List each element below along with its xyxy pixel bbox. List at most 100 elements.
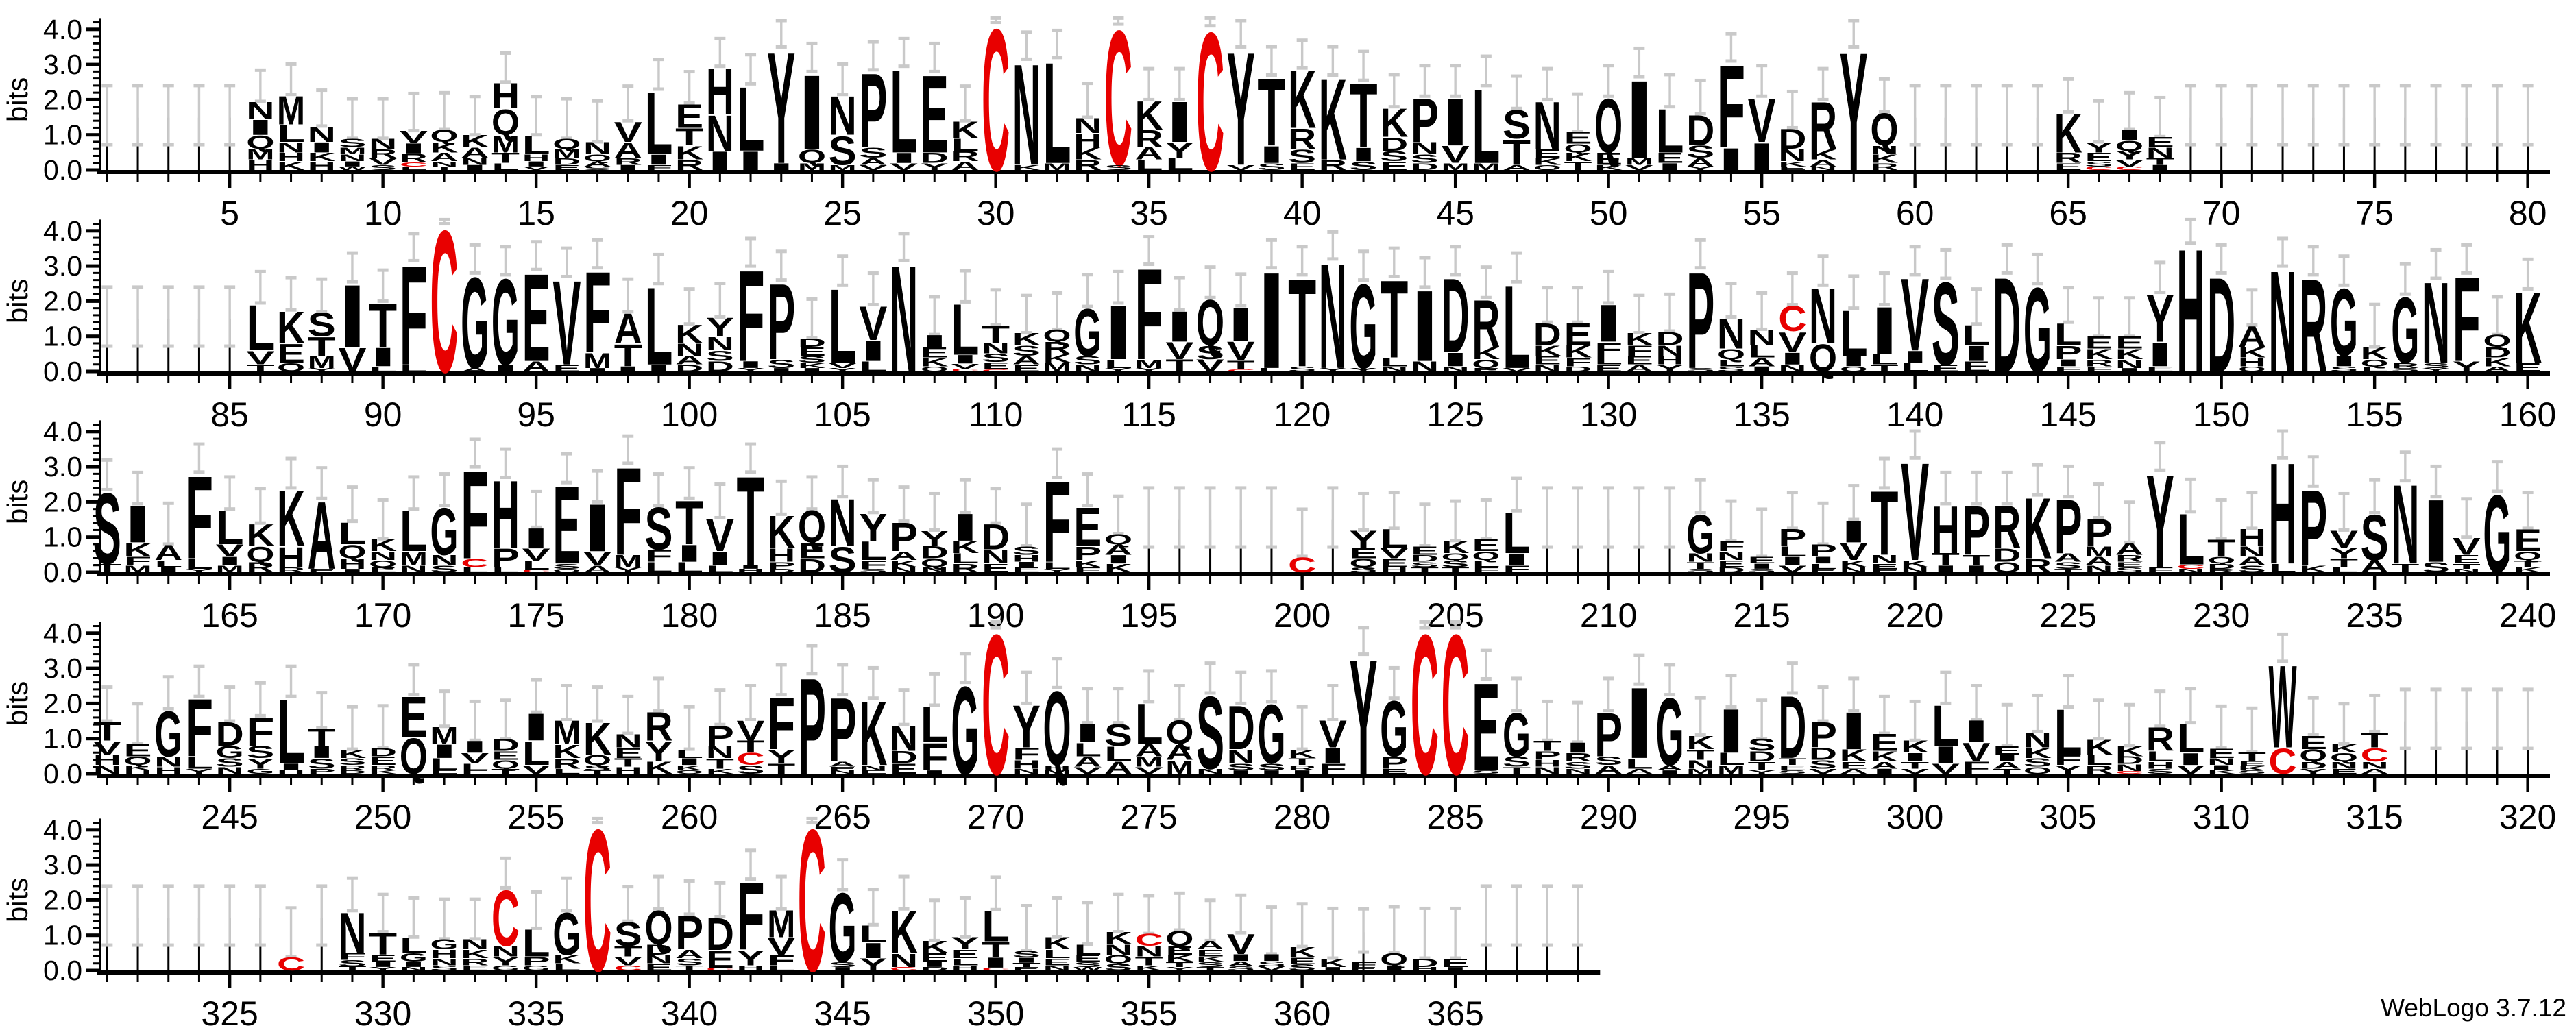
residue-Y-pos-58: Y: [1840, 18, 1868, 206]
residue-A-pos-290: A: [1594, 763, 1623, 776]
residue-T-pos-329: T: [338, 966, 366, 972]
residue-L-pos-180: L: [675, 559, 703, 576]
residue-G-pos-336: G: [552, 900, 581, 968]
residue-K-pos-189: K: [951, 538, 980, 557]
residue-C-pos-270: C: [982, 593, 1010, 817]
residue-K-pos-348: K: [921, 938, 949, 957]
residue-H-pos-332: H: [430, 947, 459, 961]
residue-Y-pos-28: Y: [921, 162, 949, 173]
residue-C-pos-34: C: [1104, 0, 1132, 206]
residue-L-pos-29: L: [951, 136, 979, 155]
residue-D-pos-204: D: [1411, 553, 1439, 564]
residue-T-pos-225: T: [2054, 568, 2082, 574]
residue-Y-pos-346: Y: [859, 955, 887, 975]
residue-V-pos-165: V: [216, 541, 245, 561]
residue-T-pos-351: T: [1012, 962, 1041, 968]
residue-I-pos-273: I: [1073, 719, 1102, 748]
residue-V-pos-181: V: [706, 510, 734, 561]
residue-N-pos-261: N: [706, 743, 734, 762]
residue-K-pos-126: K: [1472, 344, 1500, 363]
residue-S-pos-308: S: [2146, 768, 2174, 776]
residue-T-pos-222: T: [1963, 552, 1991, 568]
residue-L-pos-306: L: [2085, 752, 2113, 768]
residue-Q-pos-151: Q: [2238, 365, 2266, 374]
residue-Y-pos-132: Y: [1656, 363, 1684, 374]
svg-text:300: 300: [1886, 798, 1943, 836]
residue-F-pos-54: F: [1717, 40, 1745, 173]
residue-L-pos-105: L: [829, 267, 857, 385]
residue-Q-pos-108: Q: [921, 365, 949, 374]
residue-K-pos-233: K: [2299, 564, 2327, 575]
svg-text:170: 170: [354, 596, 411, 635]
residue-E-pos-66: E: [2085, 150, 2113, 164]
residue-M-pos-115: M: [1135, 357, 1163, 371]
residue-S-pos-213: S: [1686, 568, 1714, 574]
residue-C-pos-262: C: [737, 750, 765, 769]
residue-Q-pos-240: Q: [2514, 549, 2542, 563]
residue-C-pos-284: C: [1411, 593, 1439, 817]
residue-K-pos-111: K: [1012, 330, 1041, 350]
residue-I-pos-162: I: [124, 495, 152, 554]
residue-T-pos-303: T: [1993, 768, 2021, 776]
svg-text:315: 315: [2346, 798, 2403, 836]
residue-I-pos-51: I: [1625, 57, 1653, 181]
residue-K-pos-20: K: [675, 143, 704, 164]
residue-L-pos-90: L: [369, 365, 397, 374]
residue-D-pos-339: D: [644, 942, 672, 958]
residue-T-pos-213: T: [1686, 560, 1715, 571]
svg-text:80: 80: [2509, 194, 2547, 232]
residue-Y-pos-186: Y: [859, 506, 887, 550]
residue-T-pos-296: T: [1778, 757, 1807, 768]
residue-L-pos-139: L: [1870, 351, 1898, 367]
residue-C-pos-67: C: [2115, 166, 2143, 171]
residue-T-pos-116: T: [1165, 356, 1194, 376]
residue-S-pos-9: S: [338, 136, 366, 150]
svg-text:0.0: 0.0: [43, 955, 82, 986]
residue-P-pos-193: P: [1073, 543, 1102, 564]
residue-N-pos-152: N: [2269, 242, 2297, 403]
residue-S-pos-66: S: [2085, 160, 2113, 169]
residue-A-pos-358: A: [1227, 960, 1255, 968]
residue-N-pos-236: N: [2391, 462, 2419, 588]
residue-E-pos-65: E: [2054, 162, 2082, 173]
residue-S-pos-88: S: [308, 306, 336, 343]
residue-L-pos-229: L: [2176, 500, 2204, 580]
residue-A-pos-18: A: [614, 138, 642, 162]
residue-K-pos-13: K: [461, 132, 489, 151]
residue-D-pos-190: D: [982, 517, 1010, 558]
residue-A-pos-35: A: [1135, 145, 1163, 164]
residue-P-pos-261: P: [706, 719, 734, 752]
residue-R-pos-18: R: [614, 156, 642, 167]
residue-K-pos-194: K: [1104, 561, 1132, 575]
residue-G-pos-113: G: [1073, 295, 1102, 370]
residue-K-pos-355: K: [1135, 964, 1164, 972]
residue-S-pos-231: S: [2238, 564, 2266, 575]
residue-L-pos-19: L: [644, 75, 672, 173]
residue-R-pos-256: R: [552, 755, 581, 772]
residue-K-pos-336: K: [552, 953, 581, 966]
residue-E-pos-129: E: [1564, 318, 1592, 353]
residue-K-pos-304: K: [2024, 745, 2052, 761]
residue-R-pos-249: R: [338, 764, 366, 772]
residue-Q-pos-205: Q: [1442, 552, 1470, 563]
svg-text:115: 115: [1121, 395, 1176, 434]
residue-I-pos-359: I: [1257, 953, 1285, 964]
residue-I-pos-130: I: [1594, 295, 1623, 354]
residue-E-pos-68: E: [2146, 134, 2174, 150]
residue-N-pos-289: N: [1564, 768, 1592, 776]
residue-L-pos-252: L: [430, 755, 459, 774]
residue-Y-pos-101: Y: [706, 313, 734, 343]
residue-V-pos-175: V: [522, 546, 551, 565]
residue-A-pos-93: A: [461, 367, 489, 373]
residue-A-pos-303: A: [1993, 760, 2021, 771]
residue-M-pos-97: M: [583, 348, 611, 372]
residue-I-pos-181: I: [706, 548, 734, 570]
residue-I-pos-169: I: [338, 568, 366, 574]
residue-Y-pos-38: Y: [1227, 19, 1255, 199]
residue-A-pos-340: A: [675, 947, 703, 961]
residue-I-pos-9: I: [338, 160, 366, 169]
residue-V-pos-27: V: [890, 162, 919, 173]
svg-text:25: 25: [823, 194, 862, 232]
